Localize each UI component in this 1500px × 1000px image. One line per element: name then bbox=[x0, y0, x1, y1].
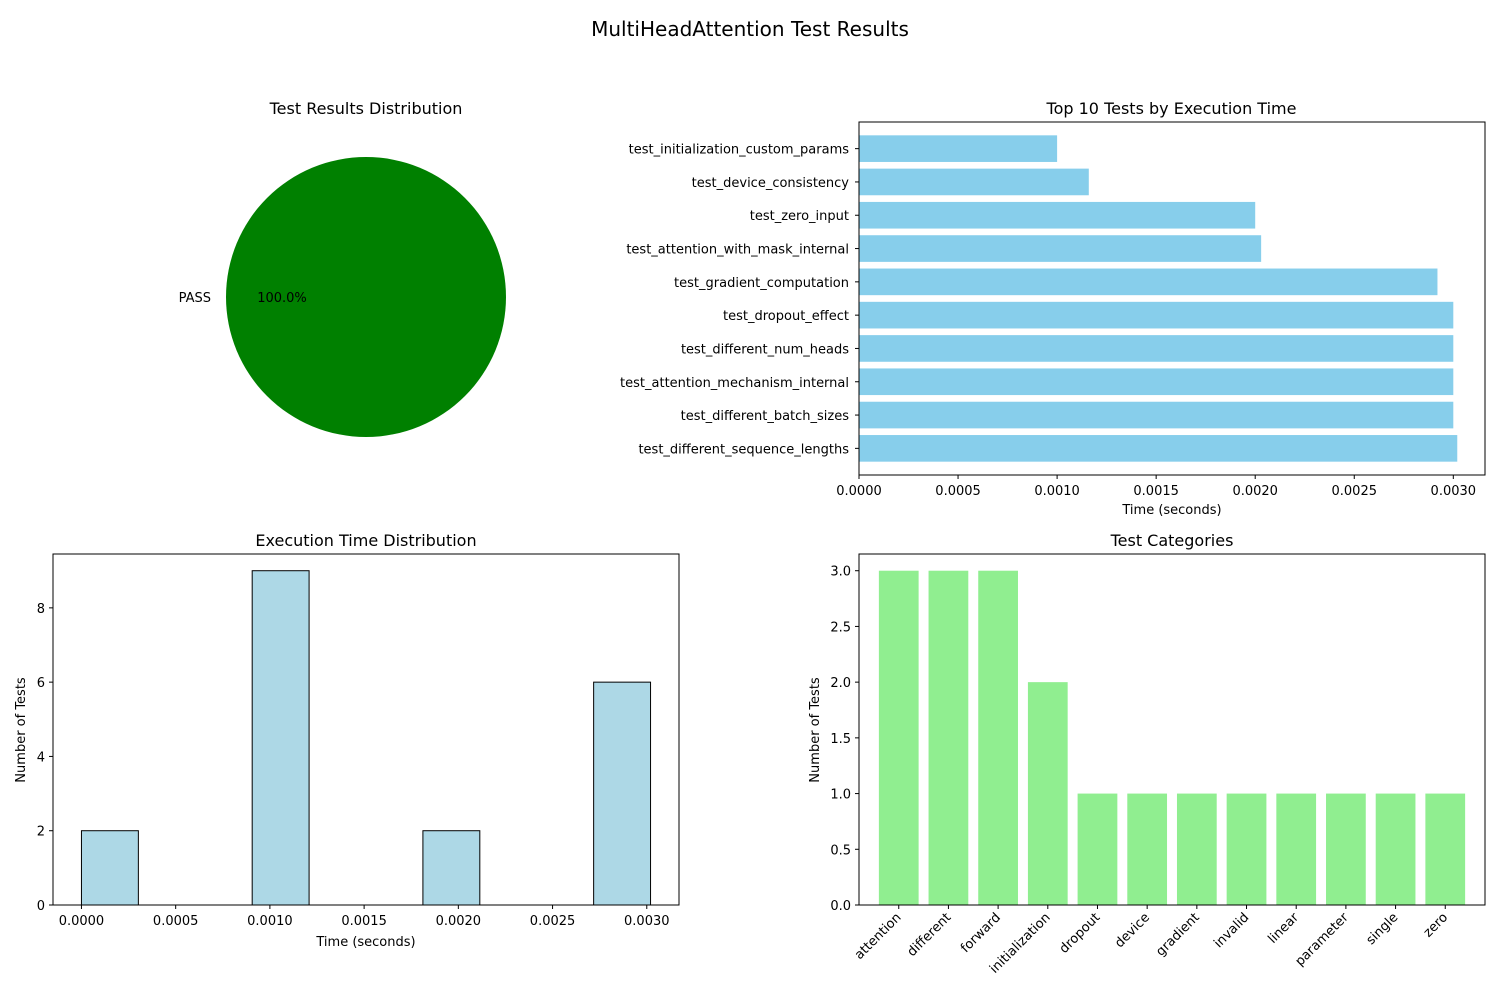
pie-slice-percent: 100.0% bbox=[257, 291, 307, 306]
top-tests-bar bbox=[859, 335, 1454, 362]
category-bar bbox=[1027, 682, 1068, 905]
top-tests-x-tick-label: 0.0030 bbox=[1431, 484, 1477, 499]
top-tests-bar bbox=[859, 168, 1089, 196]
category-bar bbox=[1326, 793, 1366, 905]
pie-chart-title: Test Results Distribution bbox=[269, 99, 463, 118]
histogram-y-tick-label: 2 bbox=[37, 825, 45, 840]
category-y-tick-label: 1.5 bbox=[830, 732, 851, 747]
category-bar bbox=[1176, 793, 1217, 905]
histogram-bar bbox=[422, 830, 481, 906]
top-tests-axes-frame bbox=[858, 121, 1486, 476]
histogram-bar bbox=[251, 570, 310, 906]
top-tests-bar bbox=[859, 135, 1058, 162]
top-tests-bar bbox=[859, 401, 1454, 429]
exec-time-histogram-y-axis-label: Number of Tests bbox=[14, 677, 29, 783]
top-tests-category-label: test_attention_mechanism_internal bbox=[620, 376, 849, 391]
category-bar bbox=[1226, 793, 1267, 905]
histogram-y-tick-label: 8 bbox=[37, 602, 45, 617]
top-tests-bar bbox=[859, 201, 1256, 229]
top-tests-chart-panel: Top 10 Tests by Execution Time test_init… bbox=[620, 99, 1486, 518]
top-tests-category-label: test_initialization_custom_params bbox=[629, 143, 850, 158]
category-bar bbox=[978, 570, 1018, 905]
top-tests-category-label: test_zero_input bbox=[750, 209, 849, 224]
histogram-x-tick-label: 0.0015 bbox=[341, 914, 387, 929]
histogram-y-tick-label: 4 bbox=[37, 750, 45, 765]
top-tests-category-label: test_different_batch_sizes bbox=[681, 409, 850, 424]
top-tests-category-label: test_attention_with_mask_internal bbox=[626, 243, 849, 258]
top-tests-x-tick-label: 0.0020 bbox=[1232, 484, 1278, 499]
top-tests-x-tick-label: 0.0000 bbox=[836, 484, 882, 499]
histogram-x-tick-label: 0.0000 bbox=[59, 914, 105, 929]
histogram-x-tick-label: 0.0030 bbox=[624, 914, 670, 929]
category-y-tick-label: 2.0 bbox=[830, 676, 851, 691]
test-categories-axes-frame bbox=[858, 553, 1486, 906]
category-y-tick-label: 1.0 bbox=[830, 788, 851, 803]
top-tests-category-label: test_device_consistency bbox=[692, 176, 850, 191]
figure-title: MultiHeadAttention Test Results bbox=[591, 17, 909, 41]
histogram-x-tick-label: 0.0020 bbox=[436, 914, 482, 929]
pie-slice bbox=[226, 157, 506, 437]
histogram-bar bbox=[593, 681, 652, 906]
histogram-bar bbox=[80, 830, 139, 906]
top-tests-x-tick-label: 0.0010 bbox=[1034, 484, 1080, 499]
top-tests-category-label: test_different_num_heads bbox=[681, 342, 849, 357]
top-tests-x-ticks: 0.0000 0.0005 0.0010 0.0015 0.0020 0.0025 0.00… bbox=[836, 475, 1476, 499]
exec-time-histogram-panel: Execution Time Distribution 0.0000 0.0005… bbox=[14, 531, 680, 950]
histogram-y-tick-label: 0 bbox=[37, 899, 45, 914]
category-y-tick-label: 0.0 bbox=[830, 899, 851, 914]
category-bar bbox=[878, 570, 919, 905]
category-bar bbox=[1127, 793, 1168, 905]
top-tests-chart-title: Top 10 Tests by Execution Time bbox=[1046, 99, 1297, 118]
category-bar bbox=[1425, 793, 1466, 905]
test-categories-y-ticks: 0.0 0.5 1.0 1.5 2.0 2.5 3.0 bbox=[830, 565, 859, 914]
top-tests-bars bbox=[859, 135, 1458, 462]
test-categories-y-axis-label: Number of Tests bbox=[808, 677, 823, 783]
top-tests-bar bbox=[859, 235, 1262, 262]
category-bar bbox=[1375, 793, 1416, 905]
top-tests-category-label: test_different_sequence_lengths bbox=[638, 442, 849, 457]
top-tests-bar bbox=[859, 368, 1454, 396]
pie-slices bbox=[226, 157, 506, 437]
pie-slice-label: PASS bbox=[179, 291, 211, 306]
exec-time-histogram-x-axis-label: Time (seconds) bbox=[315, 935, 415, 950]
exec-time-histogram-title: Execution Time Distribution bbox=[255, 531, 476, 550]
top-tests-bar bbox=[859, 268, 1438, 296]
test-categories-bars bbox=[878, 570, 1466, 905]
top-tests-x-tick-label: 0.0005 bbox=[935, 484, 981, 499]
histogram-x-tick-label: 0.0025 bbox=[530, 914, 576, 929]
histogram-y-tick-label: 6 bbox=[37, 676, 45, 691]
top-tests-category-label: test_gradient_computation bbox=[674, 276, 849, 291]
category-y-tick-label: 3.0 bbox=[830, 565, 851, 580]
exec-time-histogram-x-ticks: 0.0000 0.0005 0.0010 0.0015 0.0020 0.0025 0.00… bbox=[59, 905, 670, 929]
top-tests-x-tick-label: 0.0025 bbox=[1332, 484, 1378, 499]
exec-time-histogram-y-ticks: 0 2 4 6 8 bbox=[37, 602, 53, 914]
test-categories-chart-title: Test Categories bbox=[1110, 531, 1234, 550]
exec-time-histogram-axes-frame bbox=[52, 553, 680, 906]
category-y-tick-label: 0.5 bbox=[830, 843, 851, 858]
category-y-tick-label: 2.5 bbox=[830, 620, 851, 635]
top-tests-bar bbox=[859, 435, 1458, 462]
top-tests-x-axis-label: Time (seconds) bbox=[1121, 503, 1221, 518]
top-tests-category-labels: test_initialization_custom_params test_de… bbox=[620, 143, 859, 457]
histogram-x-tick-label: 0.0010 bbox=[247, 914, 293, 929]
category-bar bbox=[1077, 793, 1118, 905]
top-tests-x-tick-label: 0.0015 bbox=[1133, 484, 1179, 499]
pie-chart-panel: Test Results Distribution PASS 100.0% bbox=[179, 99, 506, 437]
histogram-x-tick-label: 0.0005 bbox=[153, 914, 199, 929]
category-bar bbox=[1276, 793, 1317, 905]
top-tests-category-label: test_dropout_effect bbox=[723, 309, 849, 324]
category-bar bbox=[928, 570, 969, 905]
top-tests-bar bbox=[859, 301, 1454, 329]
exec-time-histogram-bars bbox=[80, 570, 652, 906]
